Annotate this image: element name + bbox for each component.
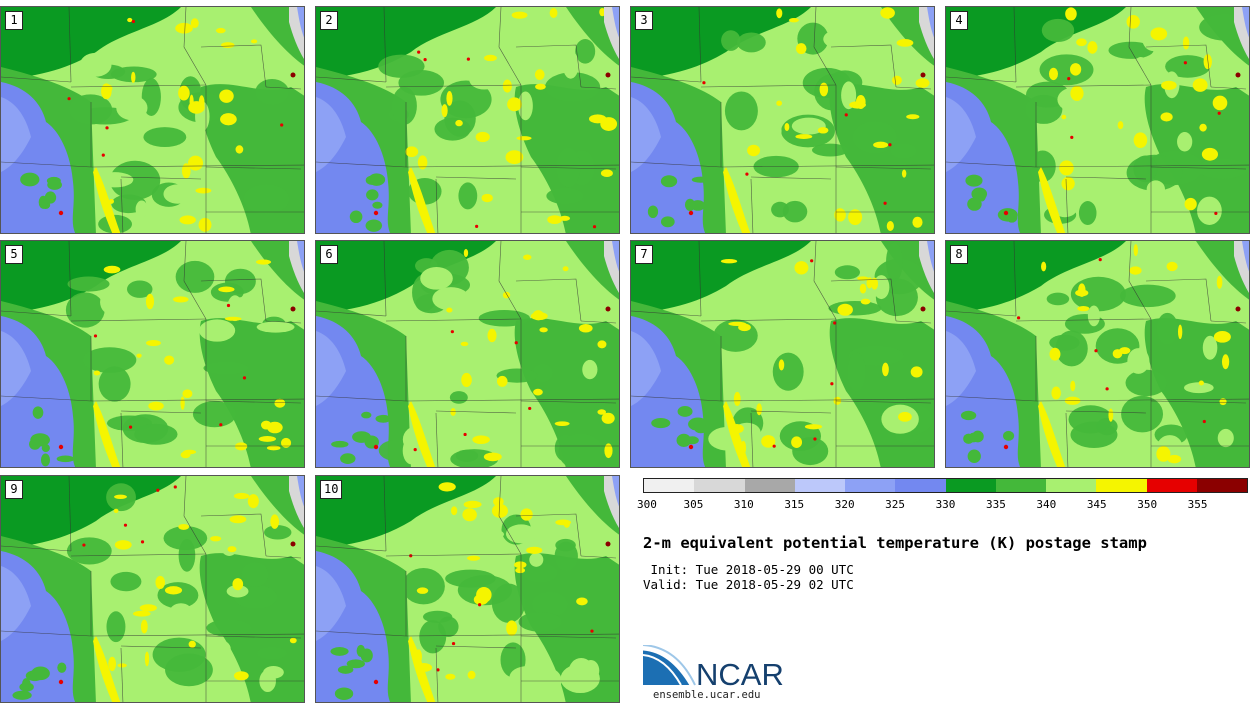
- colorbar-tick-label: 320: [834, 498, 855, 511]
- member-number-label: 2: [320, 11, 338, 30]
- colorbar-bin: [694, 479, 745, 492]
- ncar-logo-text: NCAR: [696, 657, 784, 690]
- colorbar-bin: [845, 479, 896, 492]
- ensemble-member-map: 10: [315, 475, 620, 703]
- ncar-logo: NCAR: [642, 644, 793, 692]
- member-number-label: 6: [320, 245, 338, 264]
- colorbar-bin: [1046, 479, 1097, 492]
- colorbar-tick-label: 325: [885, 498, 906, 511]
- ensemble-member-map: 8: [945, 240, 1250, 468]
- colorbar-bin: [1096, 479, 1147, 492]
- init-time: Init: Tue 2018-05-29 00 UTC: [643, 562, 854, 577]
- member-number-label: 8: [950, 245, 968, 264]
- colorbar-tick-label: 335: [985, 498, 1006, 511]
- ensemble-member-map: 7: [630, 240, 935, 468]
- colorbar-bin: [995, 479, 1046, 492]
- member-number-label: 9: [5, 480, 23, 499]
- ensemble-member-map: 5: [0, 240, 305, 468]
- colorbar-tick-labels: 300 305 310 315 320 325 330 335 340 345 350 355: [637, 498, 1248, 512]
- logo-url: ensemble.ucar.edu: [653, 689, 761, 701]
- colorbar-tick-label: 340: [1036, 498, 1057, 511]
- ensemble-member-map: 2: [315, 6, 620, 234]
- member-number-label: 10: [320, 480, 343, 499]
- colorbar-tick-label: 355: [1187, 498, 1208, 511]
- member-number-label: 4: [950, 11, 968, 30]
- member-number-label: 7: [635, 245, 653, 264]
- colorbar-tick-label: 315: [784, 498, 805, 511]
- colorbar-bin: [1146, 479, 1197, 492]
- colorbar-tick-label: 345: [1086, 498, 1107, 511]
- colorbar-tick-label: 300: [637, 498, 657, 511]
- ensemble-member-map: 9: [0, 475, 305, 703]
- ensemble-member-map: 4: [945, 6, 1250, 234]
- ensemble-member-map: 1: [0, 6, 305, 234]
- colorbar-bin: [744, 479, 795, 492]
- colorbar-tick-label: 310: [733, 498, 754, 511]
- colorbar-bin: [1196, 479, 1247, 492]
- member-number-label: 3: [635, 11, 653, 30]
- colorbar: [643, 478, 1248, 493]
- colorbar-bin: [644, 479, 695, 492]
- colorbar-bin: [895, 479, 946, 492]
- colorbar-bin: [945, 479, 996, 492]
- colorbar-bin: [794, 479, 845, 492]
- colorbar-tick-label: 305: [683, 498, 704, 511]
- colorbar-tick-label: 350: [1137, 498, 1158, 511]
- valid-time: Valid: Tue 2018-05-29 02 UTC: [643, 577, 854, 592]
- figure-title: 2-m equivalent potential temperature (K)…: [643, 534, 1147, 552]
- member-number-label: 1: [5, 11, 23, 30]
- member-number-label: 5: [5, 245, 23, 264]
- colorbar-tick-label: 330: [935, 498, 956, 511]
- ensemble-member-map: 3: [630, 6, 935, 234]
- ensemble-member-map: 6: [315, 240, 620, 468]
